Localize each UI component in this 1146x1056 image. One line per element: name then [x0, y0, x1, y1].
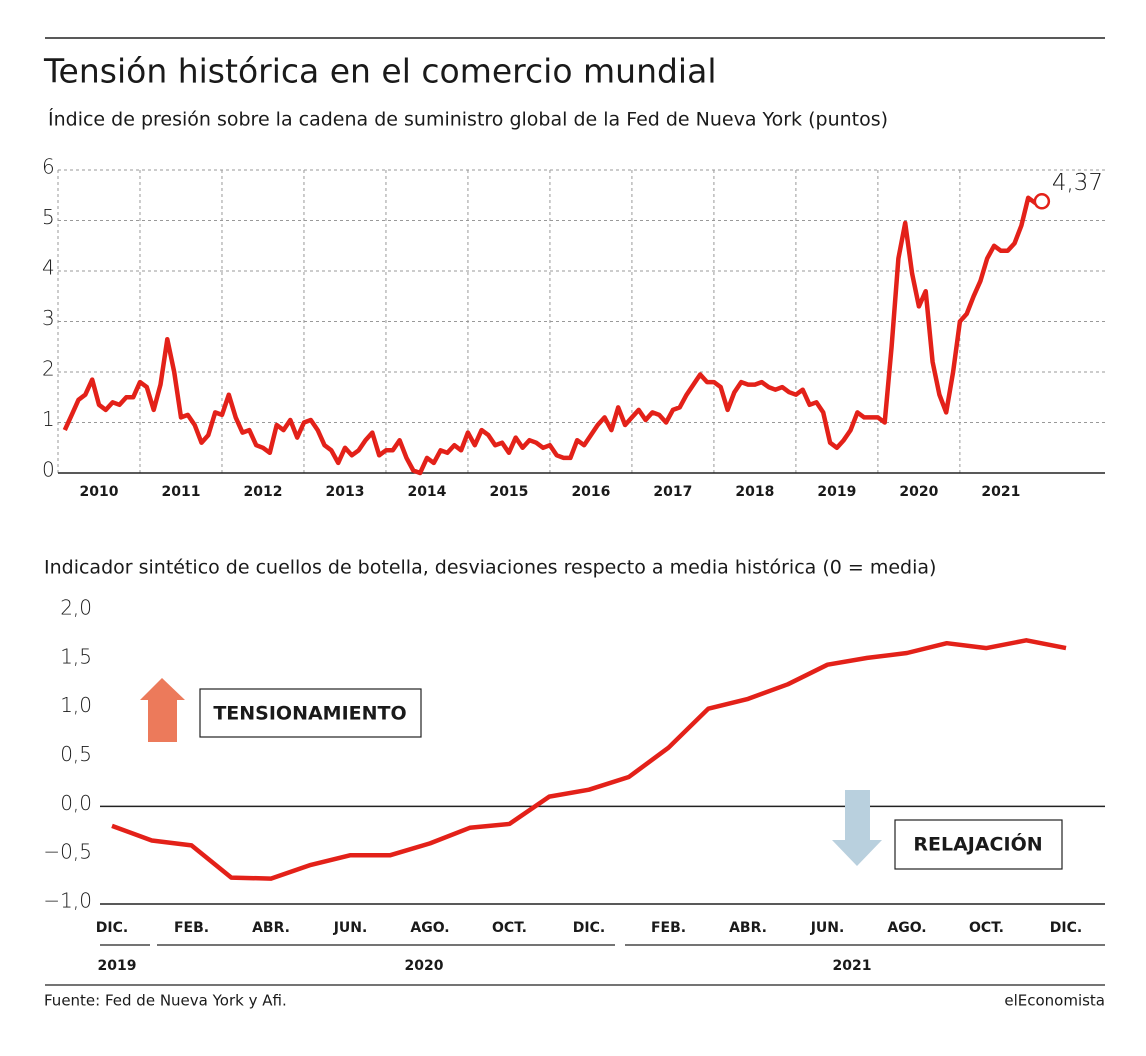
x-tick-label: 2014 — [407, 484, 446, 500]
y-tick-label: −1,0 — [43, 889, 92, 913]
annotation: 4,37 — [1052, 170, 1103, 196]
x-tick-label: AGO. — [410, 920, 449, 936]
source: Fuente: Fed de Nueva York y Afi. — [44, 992, 287, 1010]
x-tick-label: 2017 — [653, 484, 692, 500]
x-tick-label: JUN. — [333, 920, 368, 936]
annotation: TENSIONAMIENTO — [213, 703, 406, 725]
y-tick-label: 1 — [42, 407, 55, 431]
x-tick-label: FEB. — [651, 920, 686, 936]
x-tick-label: FEB. — [174, 920, 209, 936]
y-tick-label: 0,5 — [60, 742, 92, 766]
y-tick-label: 3 — [42, 306, 55, 330]
y-tick-label: 0 — [42, 458, 55, 482]
chart-title: Tensión histórica en el comercio mundial — [43, 52, 717, 91]
y-tick-label: 6 — [42, 155, 55, 179]
x-tick-label: 2020 — [899, 484, 938, 500]
x-tick-label: OCT. — [492, 920, 527, 936]
y-tick-label: 4 — [42, 256, 55, 280]
x-group-label: 2019 — [98, 958, 137, 974]
arrow-down — [832, 790, 882, 866]
annotation-box — [199, 688, 422, 738]
x-group-label: 2020 — [405, 958, 444, 974]
x-tick-label: 2010 — [80, 484, 119, 500]
x-tick-label: 2011 — [161, 484, 200, 500]
x-tick-label: OCT. — [969, 920, 1004, 936]
chart-title: Indicador sintético de cuellos de botell… — [44, 557, 936, 579]
x-tick-label: 2019 — [817, 484, 856, 500]
x-tick-label: 2015 — [489, 484, 528, 500]
line — [62, 195, 1043, 476]
y-tick-label: 1,5 — [60, 644, 92, 668]
x-tick-label: JUN. — [810, 920, 845, 936]
annotation-box — [894, 819, 1063, 870]
brand: elEconomista — [1004, 992, 1105, 1010]
x-tick-label: DIC. — [96, 920, 128, 936]
x-tick-label: 2016 — [571, 484, 610, 500]
x-tick-label: 2021 — [981, 484, 1020, 500]
last-point — [1033, 193, 1051, 210]
y-tick-label: 2,0 — [60, 596, 92, 620]
annotation: RELAJACIÓN — [913, 832, 1042, 856]
x-tick-label: AGO. — [887, 920, 926, 936]
x-tick-label: 2013 — [325, 484, 364, 500]
x-tick-label: 2012 — [243, 484, 282, 500]
y-tick-label: 2 — [42, 357, 55, 381]
x-tick-label: DIC. — [1050, 920, 1082, 936]
x-tick-label: DIC. — [573, 920, 605, 936]
x-tick-label: ABR. — [729, 920, 767, 936]
line — [111, 638, 1067, 881]
y-tick-label: 1,0 — [60, 693, 92, 717]
x-group-label: 2021 — [833, 958, 872, 974]
y-tick-label: 0,0 — [60, 791, 92, 815]
y-tick-label: −0,5 — [43, 840, 92, 864]
chart-subtitle: Índice de presión sobre la cadena de sum… — [48, 108, 888, 131]
x-tick-label: ABR. — [252, 920, 290, 936]
y-tick-label: 5 — [42, 205, 55, 229]
x-tick-label: 2018 — [735, 484, 774, 500]
arrow-up — [140, 678, 185, 742]
